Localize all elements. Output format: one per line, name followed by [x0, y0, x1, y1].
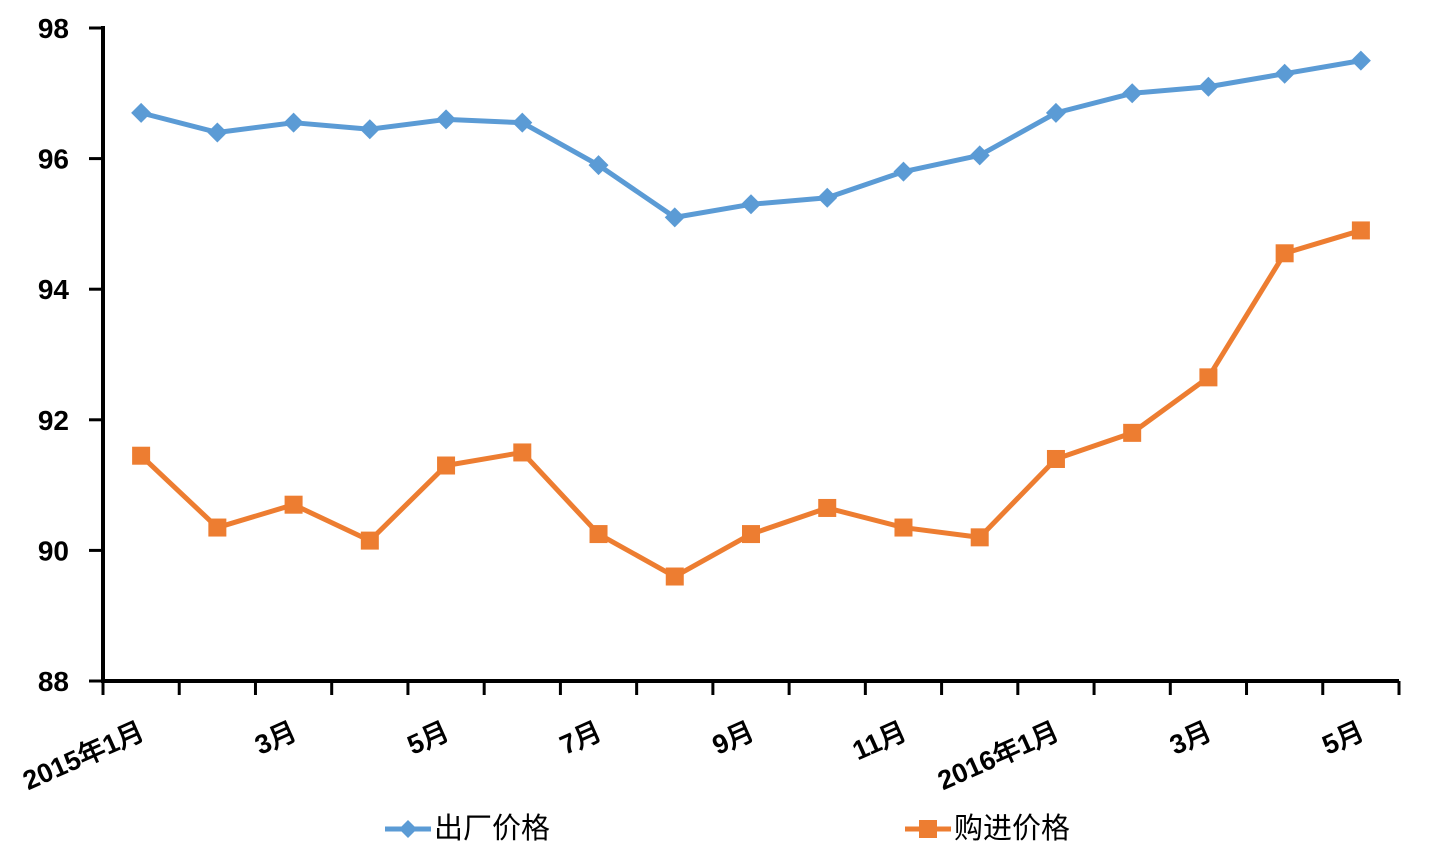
- data-point-marker: [969, 145, 990, 166]
- y-axis-tick-label: 90: [38, 535, 69, 566]
- data-point-marker: [741, 194, 761, 215]
- y-axis-tick-label: 98: [38, 13, 69, 44]
- legend-entry-purchase-price: 购进价格: [905, 812, 1070, 846]
- legend-label-purchase-price: 购进价格: [954, 813, 1071, 845]
- data-point-marker: [437, 456, 456, 475]
- series-line-square: [139, 228, 1362, 580]
- data-point-marker: [664, 207, 685, 228]
- legend-diamond-marker-icon: [385, 820, 431, 838]
- data-point-marker: [283, 112, 304, 133]
- x-axis-tick-label: 5月: [1318, 716, 1369, 761]
- data-point-marker: [1123, 423, 1142, 442]
- price-trend-line-chart: 88 90 92 94 96 98 2015年1月 3月 5月 7月 9月 11月 2016年1月 3月 5…: [18, 13, 1401, 796]
- data-point-marker: [1122, 83, 1143, 104]
- data-point-marker: [207, 122, 228, 143]
- data-point-marker: [818, 498, 837, 517]
- data-point-marker: [1275, 244, 1294, 263]
- data-point-marker: [512, 112, 533, 133]
- y-axis-tick-label: 88: [38, 666, 69, 697]
- x-axis-tick-label: 2015年1月: [18, 715, 149, 796]
- data-point-marker: [1199, 368, 1218, 387]
- chart-legend: 出厂价格 购进价格: [0, 812, 1430, 852]
- data-point-marker: [1274, 63, 1295, 84]
- data-point-marker: [360, 531, 379, 550]
- x-axis-tick-label: 11月: [848, 716, 911, 766]
- data-point-marker: [513, 443, 532, 462]
- legend-square-marker-icon: [905, 820, 951, 838]
- data-point-marker: [131, 102, 152, 123]
- x-axis-tick-label: 3月: [250, 716, 301, 761]
- data-point-marker: [665, 567, 684, 586]
- y-axis-tick-label: 96: [38, 144, 69, 175]
- data-point-marker: [817, 187, 838, 208]
- series-line-diamond: [140, 58, 1362, 220]
- legend-label-factory-price: 出厂价格: [434, 813, 551, 845]
- y-axis-tick-label: 94: [38, 274, 70, 305]
- data-point-marker: [284, 495, 303, 514]
- x-axis-tick-label: 5月: [403, 716, 454, 761]
- data-point-marker: [1350, 50, 1371, 71]
- data-point-marker: [894, 518, 913, 537]
- data-point-marker: [1351, 221, 1370, 240]
- legend-entry-factory-price: 出厂价格: [385, 812, 550, 846]
- data-point-marker: [208, 518, 227, 537]
- data-point-marker: [588, 155, 609, 176]
- y-axis-tick-label: 92: [38, 405, 69, 436]
- data-point-marker: [132, 446, 151, 465]
- x-axis-tick-label: 7月: [555, 716, 606, 761]
- data-point-marker: [359, 119, 380, 140]
- data-point-marker: [436, 109, 457, 130]
- x-axis-tick-label: 2016年1月: [933, 715, 1064, 796]
- data-point-marker: [1198, 76, 1219, 97]
- data-point-marker: [1045, 102, 1066, 123]
- x-axis-tick-label: 9月: [708, 716, 759, 761]
- data-point-marker: [893, 161, 914, 182]
- data-point-marker: [742, 525, 760, 544]
- data-point-marker: [970, 528, 989, 547]
- x-axis-tick-label: 3月: [1165, 716, 1216, 761]
- data-point-marker: [589, 525, 608, 544]
- data-point-marker: [1046, 449, 1065, 468]
